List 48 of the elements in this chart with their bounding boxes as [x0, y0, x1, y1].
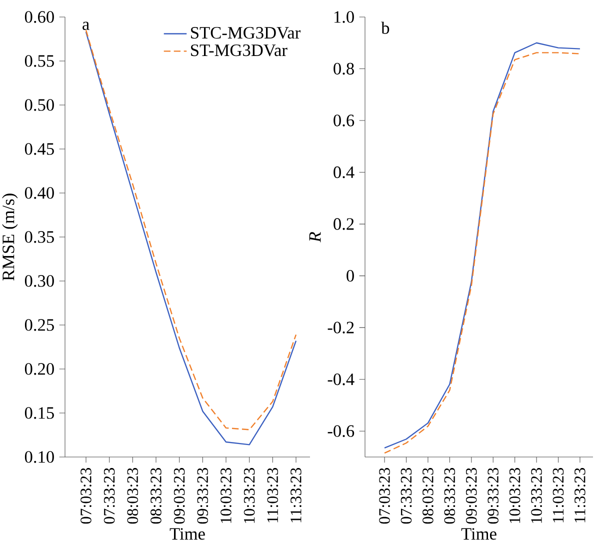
x-axis-title: Time — [170, 528, 205, 540]
y-tick-label: -0.2 — [328, 322, 354, 334]
x-tick-label: 10:03:23 — [220, 468, 232, 523]
x-tick-label: 10:03:23 — [509, 468, 520, 523]
y-tick-label: 0.6 — [334, 114, 354, 126]
x-tick-label: 07:03:23 — [379, 468, 390, 524]
legend-label: ST-MG3DVar — [191, 44, 288, 56]
y-tick-label: 0.15 — [24, 407, 54, 419]
y-axis-title: R — [309, 232, 321, 242]
x-axis-title: Time — [461, 528, 496, 540]
x-tick-label: 08:03:23 — [422, 468, 434, 524]
y-tick-label: 0 — [346, 270, 354, 282]
y-tick-label: 0.10 — [24, 451, 54, 463]
annotation: a — [82, 22, 90, 30]
y-tick-label: 0.20 — [24, 363, 54, 375]
x-tick-label: 07:03:23 — [80, 468, 92, 524]
x-tick-label: 11:03:23 — [267, 468, 278, 522]
y-tick-label: 0.30 — [24, 275, 54, 287]
x-tick-label: 10:33:23 — [244, 468, 255, 523]
x-tick-label: 08:33:23 — [444, 468, 456, 524]
legend-label: STC-MG3DVar — [191, 26, 300, 39]
y-tick-label: 0.35 — [24, 231, 54, 243]
y-tick-label: -0.6 — [328, 425, 354, 437]
x-tick-label: 11:03:23 — [552, 468, 564, 522]
y-tick-label: 0.2 — [334, 218, 354, 230]
x-tick-label: 09:03:23 — [466, 468, 477, 524]
x-tick-label: 07:33:23 — [104, 468, 115, 524]
x-tick-label: 08:03:23 — [127, 468, 138, 524]
y-tick-label: 1.0 — [334, 11, 354, 23]
x-tick-label: 09:03:23 — [174, 468, 185, 524]
y-tick-label: 0.8 — [334, 62, 354, 75]
y-tick-label: 0.40 — [24, 187, 54, 199]
x-tick-label: 11:33:23 — [290, 468, 302, 522]
y-tick-label: 0.4 — [334, 166, 354, 178]
y-tick-label: 0.60 — [24, 11, 54, 23]
x-tick-label: 09:33:23 — [488, 468, 499, 524]
x-tick-label: 07:33:23 — [400, 468, 412, 524]
x-tick-label: 08:33:23 — [150, 468, 162, 524]
annotation: b — [381, 22, 390, 34]
x-tick-label: 09:33:23 — [197, 468, 208, 524]
x-tick-label: 11:33:23 — [574, 468, 586, 522]
y-tick-label: -0.4 — [328, 373, 354, 386]
y-axis-title: RMSE (m/s) — [2, 194, 18, 281]
y-tick-label: 0.55 — [24, 55, 54, 67]
y-tick-label: 0.25 — [24, 319, 54, 331]
x-tick-label: 10:33:23 — [531, 468, 542, 523]
y-tick-label: 0.50 — [24, 99, 54, 111]
y-tick-label: 0.45 — [24, 143, 54, 155]
